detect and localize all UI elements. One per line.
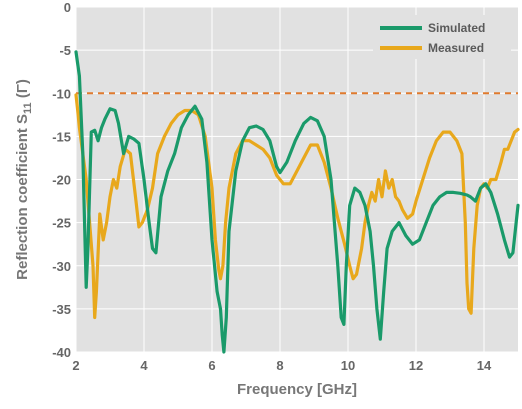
- x-tick-label: 12: [409, 358, 423, 373]
- legend-label: Measured: [428, 41, 484, 55]
- y-tick-label: -25: [52, 216, 71, 231]
- x-tick-labels: 2 4 6 8 10 12 14: [72, 358, 492, 373]
- y-axis-label-subscript: 11: [22, 102, 34, 114]
- y-tick-label: 0: [64, 0, 71, 15]
- legend-label: Simulated: [428, 21, 485, 35]
- y-axis-label-main: Reflection coefficient S: [14, 114, 31, 280]
- x-tick-label: 14: [477, 358, 492, 373]
- x-tick-label: 6: [208, 358, 215, 373]
- y-tick-label: -35: [52, 302, 71, 317]
- x-axis-label: Frequency [GHz]: [237, 381, 357, 398]
- legend-box: [373, 15, 511, 59]
- y-tick-label: -10: [52, 86, 71, 101]
- x-tick-label: 2: [72, 358, 79, 373]
- legend: Simulated Measured: [373, 15, 511, 59]
- y-tick-label: -15: [52, 129, 71, 144]
- y-tick-label: -20: [52, 173, 71, 188]
- series-lines: [74, 50, 520, 354]
- x-tick-label: 8: [276, 358, 283, 373]
- y-tick-label: -30: [52, 259, 71, 274]
- x-tick-label: 10: [341, 358, 355, 373]
- y-tick-label: -5: [59, 43, 71, 58]
- y-tick-labels: 0 -5 -10 -15 -20 -25 -30 -35 -40: [52, 0, 71, 360]
- y-axis-label: Reflection coefficient S11 (Γ): [14, 79, 34, 280]
- series-line-simulated: [74, 50, 520, 354]
- x-tick-label: 4: [140, 358, 148, 373]
- y-tick-label: -40: [52, 345, 71, 360]
- y-axis-label-suffix: (Γ): [14, 79, 31, 102]
